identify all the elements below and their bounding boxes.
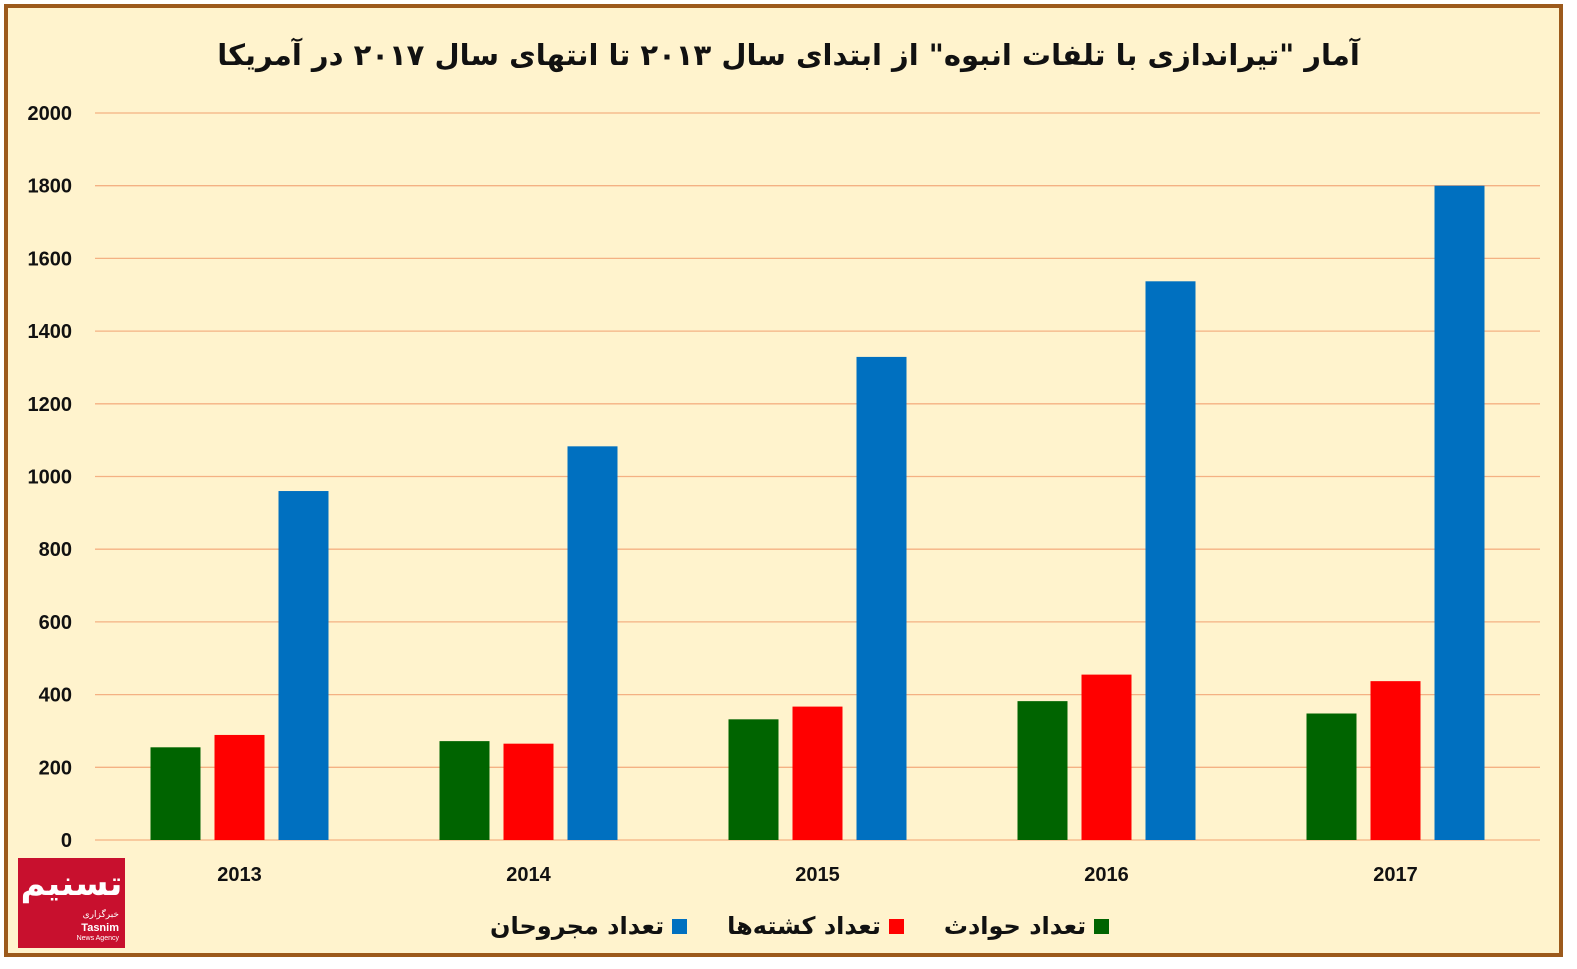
x-tick-label: 2015 (795, 864, 840, 886)
gridlines (95, 112, 1540, 841)
y-axis-ticks: 0 200 400 600 800 1000 1200 1400 1600 1800 2000 (28, 103, 73, 852)
x-tick-label: 2016 (1084, 864, 1129, 886)
bar-injured-2016 (1145, 281, 1196, 840)
tasnim-logo: تسنیم خبرگزاری Tasnim News Agency (18, 858, 125, 948)
logo-tagline: News Agency (76, 935, 119, 942)
y-tick-label: 0 (61, 830, 72, 852)
bar-injured-2013 (278, 491, 329, 840)
legend-swatch-killed (888, 918, 904, 934)
legend-label-injured: تعداد مجروحان (490, 912, 665, 940)
y-tick-label: 800 (39, 539, 72, 561)
legend-label-incidents: تعداد حوادث (943, 912, 1087, 940)
chart-title: آمار "تیراندازی با تلفات انبوه" از ابتدا… (217, 38, 1360, 72)
legend-item-killed: تعداد کشته‌ها (727, 912, 904, 940)
legend-item-injured: تعداد مجروحان (490, 912, 688, 940)
x-axis-ticks: 2013 2014 2015 2016 2017 (217, 864, 1418, 886)
bar-incidents-2015 (728, 719, 779, 840)
y-tick-label: 1600 (28, 248, 73, 270)
y-tick-label: 200 (39, 757, 72, 779)
x-tick-label: 2013 (217, 864, 262, 886)
bar-injured-2017 (1434, 185, 1485, 840)
bar-killed-2016 (1081, 674, 1132, 840)
y-tick-label: 600 (39, 612, 72, 634)
bar-incidents-2013 (150, 747, 201, 840)
bar-killed-2014 (503, 743, 554, 840)
y-tick-label: 1400 (28, 321, 73, 343)
legend-label-killed: تعداد کشته‌ها (727, 912, 881, 940)
y-tick-label: 1800 (28, 176, 73, 198)
legend-swatch-injured (672, 918, 688, 934)
y-tick-label: 1200 (28, 394, 73, 416)
legend-item-incidents: تعداد حوادث (943, 912, 1110, 940)
bar-killed-2015 (792, 706, 843, 840)
x-tick-label: 2017 (1373, 864, 1418, 886)
bar-killed-2013 (214, 734, 265, 840)
legend: تعداد حوادث تعداد کشته‌ها تعداد مجروحان (490, 912, 1110, 940)
bar-incidents-2017 (1306, 713, 1357, 840)
bar-incidents-2016 (1017, 701, 1068, 840)
logo-name: Tasnim (81, 922, 119, 934)
x-tick-label: 2014 (506, 864, 551, 886)
y-tick-label: 2000 (28, 103, 73, 125)
y-tick-label: 400 (39, 685, 72, 707)
bar-killed-2017 (1370, 681, 1421, 840)
y-tick-label: 1000 (28, 467, 73, 489)
bar-incidents-2014 (439, 741, 490, 840)
bar-injured-2015 (856, 356, 907, 840)
legend-swatch-incidents (1094, 918, 1110, 934)
logo-glyph: تسنیم (20, 864, 123, 904)
bar-injured-2014 (567, 446, 618, 840)
logo-subtitle: خبرگزاری (82, 910, 119, 920)
bars (150, 185, 1485, 840)
